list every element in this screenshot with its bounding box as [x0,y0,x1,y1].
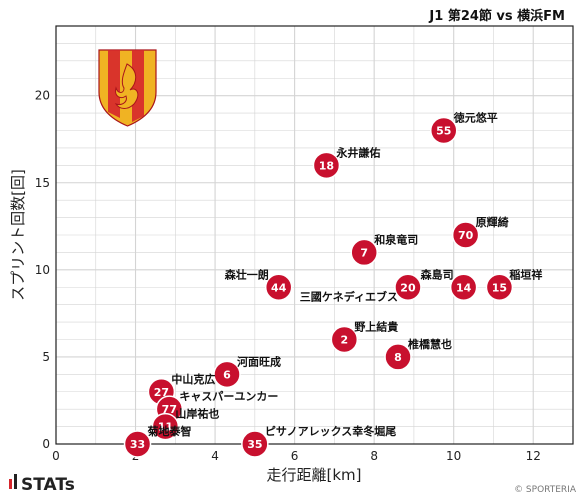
point-label: 山岸祐也 [175,407,219,421]
point-marker [241,430,269,458]
x-tick-label: 10 [446,449,461,463]
stats-brand-logo: STATs [9,474,75,495]
point-label: 菊地泰智 [148,424,192,438]
point-label: キャスパーユンカー [179,390,278,403]
point-number: 2 [340,334,348,347]
data-point: 8 椎橋慧也 [384,337,452,371]
x-axis-label: 走行距離[km] [266,466,361,484]
point-label: 徳元悠平 [453,111,498,125]
point-number: 20 [400,281,416,294]
point-marker [350,238,378,267]
point-label: 三國ケネディエブス [300,289,398,303]
point-number: 55 [436,125,451,138]
data-point: 2 野上結貴 [330,320,398,354]
y-tick-label: 5 [42,350,50,364]
x-tick-label: 8 [370,449,378,463]
point-label: 永井謙佑 [335,145,380,159]
y-tick-label: 20 [35,89,50,103]
point-marker [451,221,480,249]
point-number: 27 [154,386,169,399]
data-points: 55徳元悠平18永井謙佑70原輝綺7和泉竜司44森壮一朗20三國ケネディエブス1… [123,111,542,458]
point-marker [264,273,293,301]
y-tick-label: 15 [35,176,50,190]
point-number: 6 [223,368,231,381]
match-title: J1 第24節 vs 横浜FM [428,8,565,24]
point-number: 15 [492,281,507,294]
x-tick-label: 6 [291,449,299,463]
point-label: 森壮一朗 [225,267,269,281]
point-marker [394,273,422,301]
point-marker [430,116,458,145]
point-number: 14 [456,281,472,294]
point-marker [384,343,412,371]
point-number: 8 [394,351,402,364]
point-number: 18 [319,159,334,172]
y-tick-label: 10 [35,263,50,277]
point-marker [330,325,359,354]
point-label: ピサノアレックス幸冬堀尾 [265,424,396,438]
x-tick-label: 0 [52,449,60,463]
data-point: 7 和泉竜司 [350,232,418,267]
club-crest-logo [98,49,157,127]
y-tick-label: 0 [42,437,50,451]
x-tick-label: 12 [526,449,541,463]
point-label: 椎橋慧也 [407,337,452,351]
x-tick-label: 4 [211,449,219,463]
point-label: 和泉竜司 [374,232,418,246]
point-label: 中山克広 [171,372,215,386]
point-number: 11 [158,421,173,434]
point-number: 7 [360,246,368,259]
point-label: 河面旺成 [237,354,281,368]
point-marker [151,412,180,441]
point-number: 70 [458,229,474,242]
y-axis-label: スプリント回数[回] [9,169,27,301]
point-number: 33 [130,438,145,451]
point-label: 森島司 [421,267,454,281]
point-marker [213,360,241,389]
point-label: 稲垣祥 [509,267,542,281]
point-number: 44 [271,281,287,294]
point-marker [123,430,152,458]
copyright-credit: © SPORTERIA [514,485,577,495]
data-point: 6 河面旺成 [213,354,281,389]
point-marker [312,151,341,180]
plot-frame [55,25,574,445]
point-label: 原輝綺 [476,215,509,229]
point-number: 35 [247,438,262,451]
point-marker [485,273,514,301]
point-marker [449,273,478,301]
point-label: 野上結貴 [354,320,398,334]
stats-brand-text: STATs [21,475,75,495]
